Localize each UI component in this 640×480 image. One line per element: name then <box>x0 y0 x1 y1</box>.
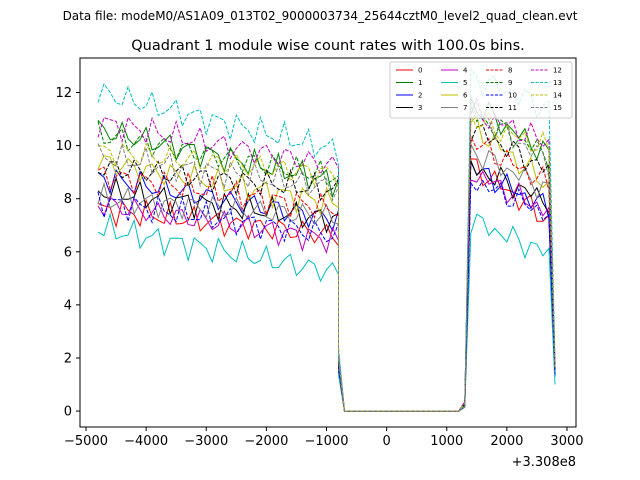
x-tick-label: −2000 <box>244 434 288 449</box>
x-offset-label: +3.308e8 <box>512 455 576 470</box>
legend-label: 9 <box>508 79 512 87</box>
series-line-6 <box>97 115 556 412</box>
x-tick-label: −4000 <box>124 434 168 449</box>
legend-label: 5 <box>463 79 467 87</box>
legend-label: 10 <box>508 92 517 100</box>
y-tick-label: 10 <box>55 139 72 154</box>
series-line-14 <box>97 110 556 412</box>
series-line-3 <box>97 160 556 412</box>
x-tick-label: −5000 <box>64 434 108 449</box>
x-tick-label: 0 <box>382 434 390 449</box>
y-tick-label: 2 <box>64 351 72 366</box>
series-line-9 <box>97 106 556 412</box>
x-tick-label: 2000 <box>490 434 523 449</box>
y-tick-label: 8 <box>64 192 72 207</box>
chart-suptitle: Data file: modeM0/AS1A09_013T02_90000037… <box>63 9 578 23</box>
plot-frame <box>79 57 577 428</box>
legend-label: 3 <box>418 104 422 112</box>
series-line-10 <box>97 179 556 412</box>
legend-label: 1 <box>418 79 422 87</box>
series-line-15 <box>97 101 556 412</box>
series-line-11 <box>97 124 556 412</box>
legend-label: 12 <box>553 67 562 75</box>
y-tick-label: 4 <box>64 298 72 313</box>
legend-label: 7 <box>463 104 467 112</box>
legend-label: 15 <box>553 104 562 112</box>
y-tick-label: 6 <box>64 245 72 260</box>
series-layer <box>97 67 556 412</box>
legend-label: 11 <box>508 104 517 112</box>
legend-label: 2 <box>418 92 422 100</box>
legend-label: 14 <box>553 92 562 100</box>
y-tick-label: 12 <box>55 86 72 101</box>
legend-label: 4 <box>463 67 468 75</box>
series-line-7 <box>97 143 556 412</box>
legend-label: 13 <box>553 79 562 87</box>
x-tick-label: −3000 <box>184 434 228 449</box>
series-line-4 <box>97 170 556 412</box>
x-tick-label: 3000 <box>550 434 583 449</box>
y-tick-label: 0 <box>64 405 72 420</box>
legend-label: 6 <box>463 92 468 100</box>
legend-label: 0 <box>418 67 422 75</box>
series-line-8 <box>97 135 556 412</box>
chart-title: Quadrant 1 module wise count rates with … <box>131 38 525 54</box>
x-tick-label: 1000 <box>430 434 463 449</box>
series-line-13 <box>97 67 556 412</box>
legend-frame <box>389 61 573 119</box>
series-line-5 <box>97 212 556 412</box>
legend-label: 8 <box>508 67 512 75</box>
x-tick-label: −1000 <box>305 434 349 449</box>
axes-layer: −5000 −4000 −3000 −2000 −1000 0 1000 2000 3000 0 2… <box>55 86 583 449</box>
